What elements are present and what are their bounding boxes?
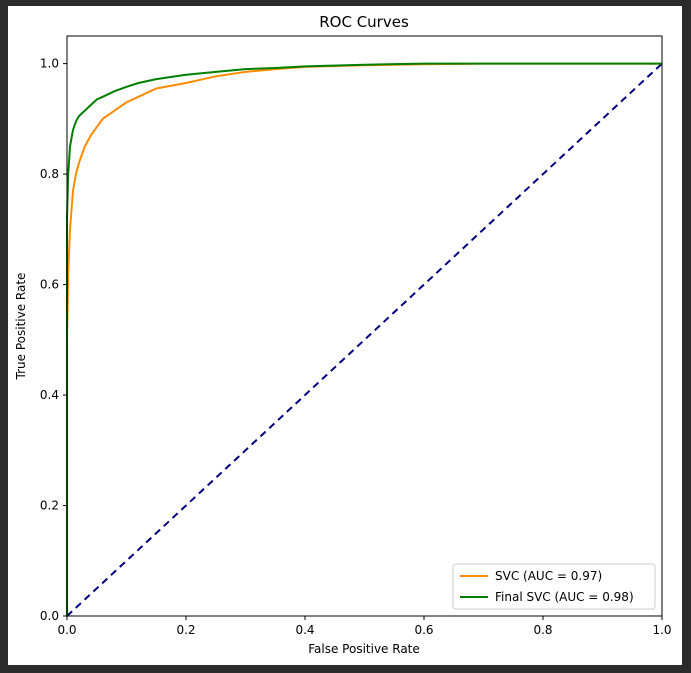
chart-title: ROC Curves bbox=[319, 13, 409, 31]
final-svc-roc-line bbox=[66, 62, 662, 616]
chart-frame: ROC Curves 0.0 0.2 0.4 0.6 0.8 1.0 0.0 0.2 0.4 0… bbox=[8, 6, 682, 665]
x-axis-ticks: 0.0 0.2 0.4 0.6 0.8 1.0 bbox=[57, 616, 672, 637]
y-axis-label: True Positive Rate bbox=[14, 273, 28, 381]
legend-box bbox=[452, 563, 656, 610]
legend: SVC (AUC = 0.97) Final SVC (AUC = 0.98) bbox=[452, 563, 656, 610]
x-tick-label: 0.0 bbox=[57, 623, 76, 637]
x-tick-label: 0.4 bbox=[295, 623, 314, 637]
x-tick-label: 0.8 bbox=[533, 623, 552, 637]
y-tick-label: 0.6 bbox=[40, 278, 59, 292]
y-tick-label: 0.0 bbox=[40, 609, 59, 623]
x-axis-label: False Positive Rate bbox=[308, 642, 420, 656]
legend-label-svc: SVC (AUC = 0.97) bbox=[495, 569, 602, 583]
y-axis-ticks: 0.0 0.2 0.4 0.6 0.8 1.0 bbox=[40, 57, 67, 623]
series-lines bbox=[66, 62, 663, 617]
y-tick-label: 0.4 bbox=[40, 388, 59, 402]
x-tick-label: 0.6 bbox=[414, 623, 433, 637]
plot-area bbox=[67, 36, 662, 616]
x-tick-label: 0.2 bbox=[176, 623, 195, 637]
plot-border bbox=[66, 35, 663, 617]
x-tick-label: 1.0 bbox=[652, 623, 671, 637]
y-tick-label: 0.8 bbox=[40, 167, 59, 181]
chance-diagonal-line bbox=[66, 62, 663, 617]
y-tick-label: 1.0 bbox=[40, 57, 59, 71]
y-tick-label: 0.2 bbox=[40, 499, 59, 513]
roc-chart: ROC Curves 0.0 0.2 0.4 0.6 0.8 1.0 0.00.20.40… bbox=[14, 13, 672, 656]
legend-label-final-svc: Final SVC (AUC = 0.98) bbox=[495, 590, 634, 604]
